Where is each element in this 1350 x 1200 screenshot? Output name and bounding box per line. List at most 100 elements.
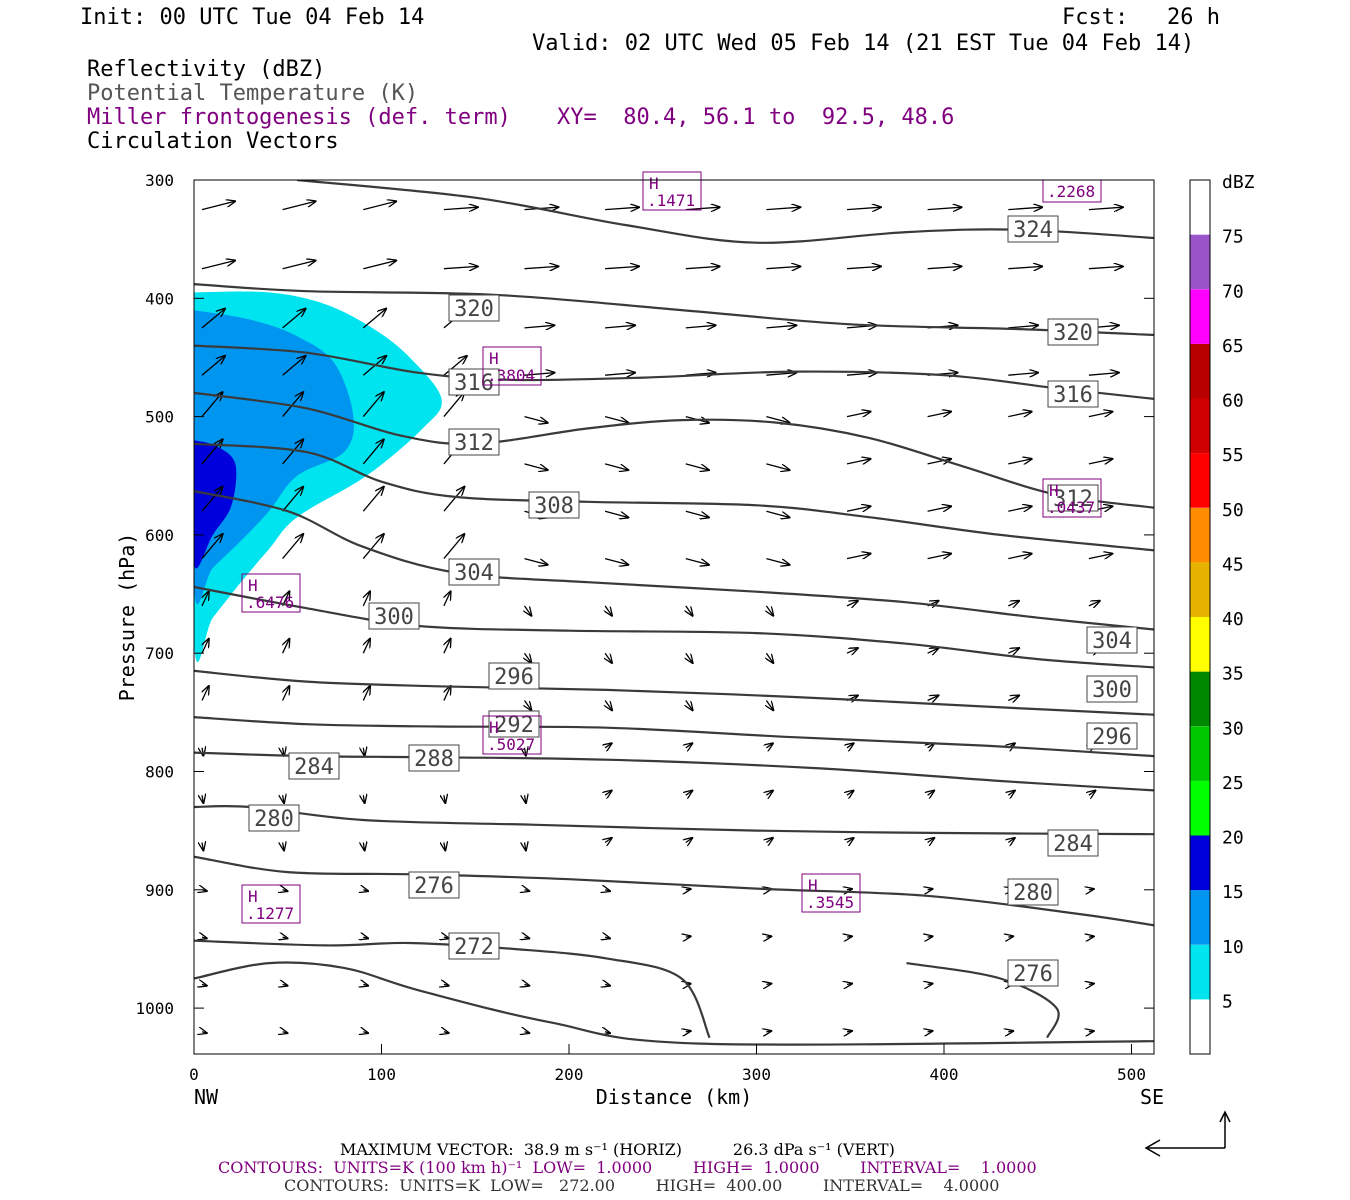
circulation-vector	[282, 439, 304, 465]
circulation-vector	[605, 890, 610, 891]
theta-contour-316	[194, 344, 1154, 400]
circulation-vector	[766, 325, 796, 328]
circulation-vector	[444, 795, 445, 803]
circulation-vector	[363, 890, 368, 891]
theta-label-296: 296	[488, 662, 540, 690]
frontogenesis-max-value: .1471	[647, 191, 695, 210]
circulation-vector	[202, 795, 203, 803]
circulation-vector	[363, 591, 370, 607]
circulation-vector	[525, 1032, 530, 1033]
circulation-vector	[766, 936, 771, 937]
theta-label-320: 320	[448, 294, 500, 322]
colorbar-level: 45	[1222, 554, 1244, 575]
y-tick-label: 1000	[135, 999, 174, 1018]
circulation-vector	[283, 686, 290, 701]
colorbar-level: 60	[1222, 391, 1244, 412]
theta-label-box	[1007, 878, 1059, 906]
circulation-vector	[283, 639, 290, 654]
frontogenesis-max-label: H	[248, 576, 258, 595]
frontogenesis-max-value: .0437	[1047, 498, 1095, 517]
frontogenesis-max-value: .1277	[246, 904, 294, 923]
circulation-vector	[1088, 373, 1119, 376]
theta-label-box	[488, 710, 540, 738]
circulation-vector	[847, 1031, 852, 1032]
circulation-vector	[605, 652, 612, 663]
circulation-vector	[766, 463, 789, 470]
circulation-vector	[686, 791, 693, 796]
theta-label-text: 316	[454, 371, 494, 396]
circulation-vector	[201, 487, 223, 512]
circulation-vector	[605, 791, 612, 796]
theta-label-text: 324	[1013, 218, 1053, 243]
circulation-vector	[686, 889, 691, 890]
theta-label-text: 292	[494, 713, 534, 738]
theta-label-box	[288, 752, 340, 780]
theta-label-box	[248, 804, 300, 832]
circulation-vector	[1088, 207, 1123, 209]
theta-label-text: 276	[1013, 962, 1053, 987]
colorbar-level: 55	[1222, 445, 1244, 466]
theta-label-text: 300	[374, 605, 414, 630]
circulation-vector	[283, 937, 288, 938]
theta-label-text: 280	[1013, 881, 1053, 906]
colorbar-level: 70	[1222, 281, 1244, 302]
colorbar-level: 30	[1222, 718, 1244, 739]
circulation-vector	[766, 984, 771, 985]
colorbar-level: 10	[1222, 937, 1244, 958]
circulation-vector	[1008, 459, 1031, 464]
circulation-vector	[605, 743, 612, 748]
circulation-vector	[605, 207, 639, 209]
circulation-vector	[928, 838, 935, 843]
cross-section-endpoints: XY= 80.4, 56.1 to 92.5, 48.6	[557, 105, 955, 130]
theta-label-text: 296	[1092, 725, 1132, 750]
circulation-vector	[444, 843, 445, 851]
circulation-vector	[605, 700, 612, 711]
theta-label-316: 316	[448, 368, 500, 396]
colorbar-swatch	[1190, 944, 1210, 1000]
circulation-vector	[766, 207, 800, 209]
frontogenesis-max: H.1277	[241, 884, 301, 924]
circulation-vector	[927, 412, 952, 417]
frontogenesis-contour-note: CONTOURS: UNITS=K (100 km h)⁻¹ LOW= 1.00…	[218, 1158, 1037, 1177]
frontogenesis-max-box	[482, 346, 542, 386]
circulation-vector	[847, 936, 852, 937]
circulation-vector	[363, 843, 364, 851]
circulation-vector	[1008, 506, 1031, 511]
circulation-vector	[927, 459, 952, 464]
theta-label-box	[488, 662, 540, 690]
circulation-vector	[524, 266, 559, 268]
theta-label-text: 284	[1053, 832, 1093, 857]
circulation-vector	[847, 743, 854, 748]
circulation-vector	[1008, 1031, 1013, 1032]
colorbar-swatch	[1190, 398, 1210, 454]
circulation-vector	[686, 1031, 691, 1032]
theta-label-box	[1047, 829, 1099, 857]
colorbar-level: 35	[1222, 664, 1244, 685]
circulation-vector	[846, 601, 858, 606]
circulation-vector	[1089, 936, 1094, 937]
circulation-vector	[846, 207, 881, 209]
colorbar-swatch	[1190, 507, 1210, 563]
circulation-vector	[846, 506, 871, 511]
circulation-vector	[605, 984, 610, 985]
frontogenesis-max: H.5027	[482, 715, 542, 755]
theta-label-text: 276	[414, 874, 454, 899]
circulation-vector	[766, 1031, 771, 1032]
circulation-vector	[846, 266, 881, 268]
frontogenesis-max-label: H	[248, 887, 258, 906]
circulation-vector	[282, 201, 316, 211]
circulation-vector	[927, 266, 962, 268]
theta-label-box	[448, 294, 500, 322]
circulation-vector	[604, 557, 628, 565]
circulation-vector	[1089, 791, 1096, 796]
y-tick-label: 300	[145, 171, 174, 190]
frontogenesis-max-label: H	[1049, 481, 1059, 500]
x-tick-label: 500	[1117, 1065, 1146, 1084]
colorbar-unit: dBZ	[1222, 172, 1255, 193]
x-tick-label: 400	[930, 1065, 959, 1084]
theta-label-text: 284	[294, 755, 334, 780]
circulation-vector	[443, 487, 465, 512]
circulation-vector	[766, 373, 796, 376]
circulation-vector	[766, 791, 773, 796]
x-end-label-se: SE	[1140, 1085, 1164, 1109]
